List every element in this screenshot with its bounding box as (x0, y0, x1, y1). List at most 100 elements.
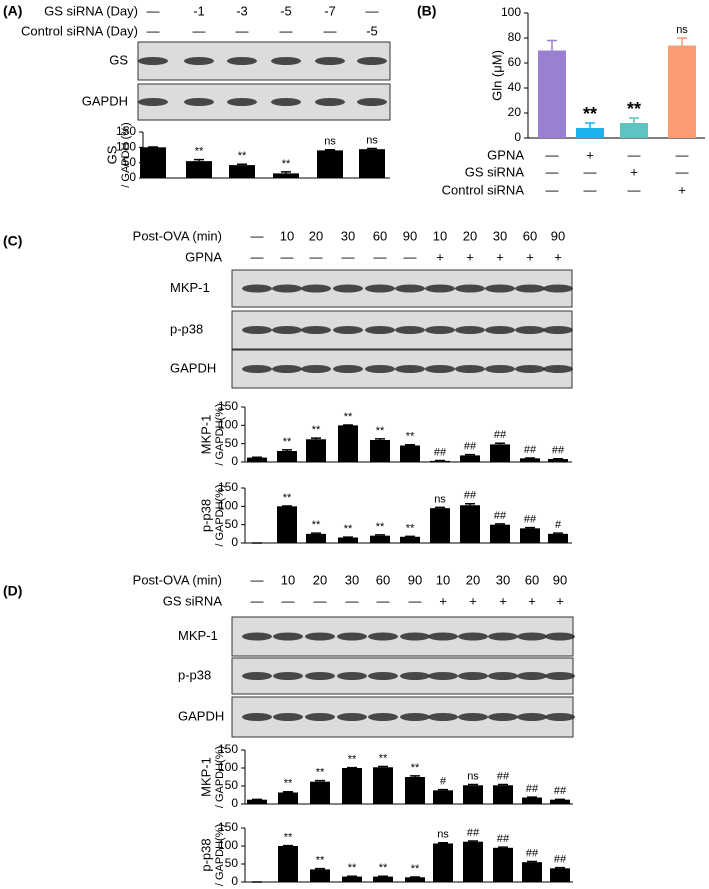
blot-label: p-p38 (178, 667, 211, 682)
error-bar (378, 765, 388, 768)
significance-label: ## (526, 783, 539, 795)
blot-band (333, 284, 363, 293)
condition-value: 30 (345, 572, 359, 587)
blot-band (337, 672, 367, 680)
condition-value: + (678, 182, 686, 197)
bar (186, 161, 212, 178)
bar (370, 440, 390, 462)
significance-label: ** (316, 767, 325, 779)
error-bar (465, 453, 475, 456)
condition-value: — (280, 23, 293, 38)
error-bar (629, 117, 639, 123)
condition-value: — (546, 182, 559, 197)
y-tick-label: 0 (514, 130, 521, 144)
blot-band (184, 57, 214, 65)
bar (277, 506, 297, 543)
bar (229, 165, 255, 178)
blot-band (368, 632, 398, 641)
condition-value: 90 (551, 228, 565, 243)
bar (338, 537, 358, 543)
significance-label: ns (437, 829, 449, 841)
y-tick-label: 150 (218, 480, 238, 494)
condition-value: + (439, 593, 447, 608)
bar (550, 868, 570, 882)
blot-image (137, 83, 391, 121)
blot-band (271, 98, 301, 106)
bar (433, 790, 453, 804)
bar (430, 460, 450, 462)
bar (430, 508, 450, 543)
blot-band (428, 632, 458, 641)
error-bar (547, 39, 557, 51)
condition-value: — (251, 249, 264, 264)
significance-label: ** (411, 863, 420, 875)
condition-value: 30 (496, 572, 510, 587)
blot-band (517, 672, 547, 680)
blot-band (242, 632, 272, 641)
bar (277, 451, 297, 462)
y-tick-label: 100 (218, 760, 238, 774)
condition-name: Post-OVA (min) (133, 572, 222, 587)
blot-band (301, 284, 331, 293)
significance-label: ** (379, 752, 388, 764)
y-axis-label: GS (104, 145, 119, 164)
blot-band (301, 365, 331, 373)
significance-label: ** (284, 778, 293, 790)
blot-band (545, 713, 575, 721)
significance-label: ** (406, 522, 415, 534)
y-tick-label: 0 (231, 796, 238, 810)
blot-band (273, 713, 303, 721)
bar (493, 785, 513, 804)
condition-value: -5 (366, 23, 378, 38)
blot-band (425, 326, 455, 334)
error-bar (585, 122, 595, 128)
bar (310, 869, 330, 882)
condition-value: + (556, 593, 564, 608)
blot-band (242, 365, 272, 373)
bar (247, 457, 267, 462)
condition-value: — (366, 3, 379, 18)
error-bar (498, 783, 508, 786)
condition-value: + (466, 249, 474, 264)
bar (538, 50, 566, 138)
blot-band (242, 284, 272, 293)
y-tick-label: 60 (508, 55, 522, 69)
bar (550, 799, 570, 804)
y-tick-label: 0 (231, 874, 238, 888)
blot-band (455, 284, 485, 293)
blot-band (333, 326, 363, 334)
error-bar (410, 775, 420, 777)
condition-value: 10 (280, 228, 294, 243)
condition-value: — (404, 249, 417, 264)
significance-label: ns (467, 770, 479, 782)
significance-label: ** (238, 150, 247, 162)
blot-band (458, 713, 488, 721)
condition-value: + (526, 249, 534, 264)
y-tick-label: 80 (508, 30, 522, 44)
blot-band (428, 713, 458, 721)
blot-band (400, 632, 430, 641)
condition-value: — (236, 23, 249, 38)
condition-value: — (377, 593, 390, 608)
y-tick-label: 0 (129, 170, 136, 184)
significance-label: ** (348, 862, 357, 874)
condition-value: — (147, 3, 160, 18)
error-bar (498, 846, 508, 848)
blot-band (368, 713, 398, 721)
condition-value: — (282, 593, 295, 608)
condition-value: — (310, 249, 323, 264)
y-axis-label: p-p38 (198, 499, 213, 532)
significance-label: ns (324, 136, 336, 148)
condition-value: — (324, 23, 337, 38)
error-bar (311, 437, 321, 440)
bar (548, 459, 568, 462)
bar (433, 843, 453, 882)
error-bar (315, 867, 325, 870)
significance-label: ** (344, 523, 353, 535)
y-axis-label: MKP-1 (198, 415, 213, 455)
blot-band (485, 284, 515, 293)
bar (520, 528, 540, 543)
significance-label: ** (283, 492, 292, 504)
blot-band (400, 672, 430, 680)
